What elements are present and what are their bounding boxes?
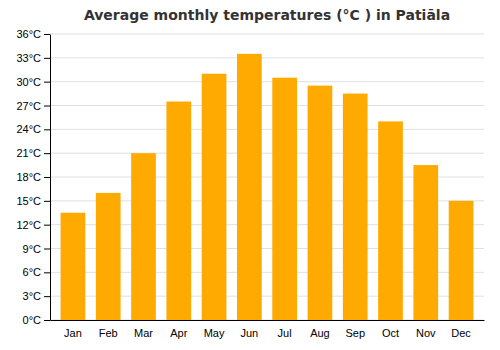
tick: Jul [278, 327, 292, 339]
tick-mark [44, 296, 50, 297]
bar [166, 102, 191, 320]
tick-mark [44, 153, 50, 154]
axis-line [51, 320, 485, 321]
tick-label: 21°C [16, 147, 41, 159]
tick-mark [44, 82, 50, 83]
tick-label: May [204, 327, 225, 339]
tick-mark [44, 272, 50, 273]
tick: 9°C [23, 243, 50, 255]
tick-label: 18°C [16, 171, 41, 183]
tick: Apr [170, 327, 187, 339]
tick-label: 27°C [16, 100, 41, 112]
bar [413, 165, 438, 320]
bar [131, 153, 156, 320]
bar [237, 54, 262, 320]
tick-label: 12°C [16, 219, 41, 231]
x-axis: Jan Feb Mar Apr May Jun Jul Aug Sep Oct Nov Dec [51, 321, 485, 339]
tick-label: Mar [134, 327, 153, 339]
bar [343, 94, 368, 320]
tick-mark [44, 34, 50, 35]
grid-line [50, 153, 484, 154]
tick: 15°C [16, 195, 50, 207]
tick-label: Jan [64, 327, 82, 339]
tick-label: Feb [99, 327, 118, 339]
tick-mark [44, 201, 50, 202]
tick: 36°C [16, 28, 50, 40]
tick-mark [44, 249, 50, 250]
chart: Jan Feb Mar Apr May Jun Jul Aug Sep Oct Nov Dec 0°C 3… [0, 0, 500, 350]
tick-mark [44, 225, 50, 226]
y-axis: 0°C 3°C 6°C 9°C 12°C 15°C 18°C 21°C 24°C 27°C 30°C… [16, 28, 50, 326]
tick-label: 24°C [16, 123, 41, 135]
tick-label: 30°C [16, 76, 41, 88]
grid-line [50, 129, 484, 130]
tick: 30°C [16, 76, 50, 88]
grid-line [50, 34, 484, 35]
tick: Jun [240, 327, 258, 339]
tick: 24°C [16, 123, 50, 135]
tick-label: Sep [345, 327, 365, 339]
tick-label: Jul [278, 327, 292, 339]
bar [449, 201, 474, 320]
tick: May [204, 327, 225, 339]
tick: 12°C [16, 219, 50, 231]
tick: 0°C [23, 314, 50, 326]
tick-label: 9°C [23, 243, 42, 255]
grid [50, 34, 484, 320]
tick: 21°C [16, 147, 50, 159]
grid-line [50, 57, 484, 58]
tick-mark [44, 58, 50, 59]
tick: Jan [64, 327, 82, 339]
tick-label: Nov [416, 327, 436, 339]
title: Average monthly temperatures (°C ) in Pa… [84, 7, 450, 23]
tick-label: 3°C [23, 290, 42, 302]
tick: 33°C [16, 52, 50, 64]
tick-label: Oct [382, 327, 399, 339]
tick: Sep [345, 327, 365, 339]
tick: Nov [416, 327, 436, 339]
tick: 6°C [23, 266, 50, 278]
axis-line [50, 35, 51, 321]
tick: Feb [99, 327, 118, 339]
grid-line [50, 105, 484, 106]
tick-label: 33°C [16, 52, 41, 64]
tick-label: Dec [451, 327, 471, 339]
plot-area [61, 54, 474, 320]
tick: 27°C [16, 100, 50, 112]
bar [378, 121, 403, 320]
bar [96, 193, 121, 320]
tick-mark [44, 129, 50, 130]
bar [61, 213, 86, 320]
tick: Aug [310, 327, 330, 339]
tick: Mar [134, 327, 153, 339]
bar [272, 78, 297, 320]
tick-mark [44, 177, 50, 178]
tick-label: 0°C [23, 314, 42, 326]
bar [202, 74, 227, 320]
tick-mark [44, 320, 50, 321]
tick: Dec [451, 327, 471, 339]
tick-mark [44, 106, 50, 107]
bar [308, 86, 333, 320]
tick-label: Apr [170, 327, 187, 339]
grid-line [50, 81, 484, 82]
tick-label: Jun [240, 327, 258, 339]
tick-label: 36°C [16, 28, 41, 40]
tick: 18°C [16, 171, 50, 183]
tick: 3°C [23, 290, 50, 302]
tick-label: 15°C [16, 195, 41, 207]
tick: Oct [382, 327, 399, 339]
tick-label: 6°C [23, 266, 42, 278]
tick-label: Aug [310, 327, 330, 339]
